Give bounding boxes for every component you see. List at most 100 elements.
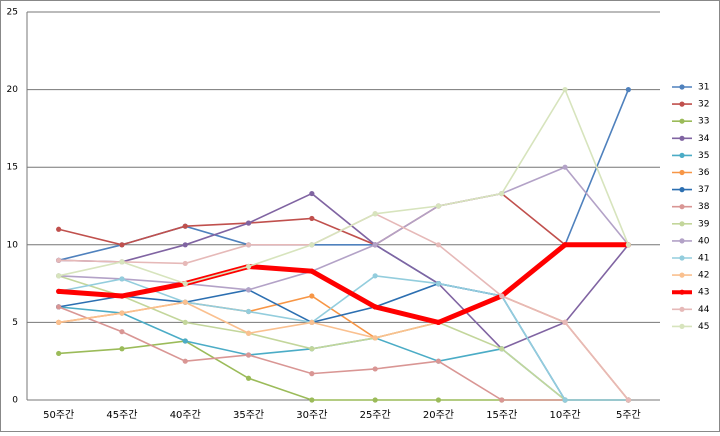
data-point xyxy=(309,242,315,248)
legend-label: 40 xyxy=(698,236,710,246)
legend-label: 31 xyxy=(698,83,709,93)
legend-marker xyxy=(679,255,685,261)
data-point xyxy=(562,242,568,248)
legend-label: 34 xyxy=(698,134,710,144)
data-point xyxy=(56,273,62,279)
data-point xyxy=(182,338,188,344)
data-point xyxy=(182,281,188,287)
data-point xyxy=(625,397,631,403)
legend-marker xyxy=(679,323,685,329)
legend-label: 38 xyxy=(698,202,710,212)
data-point xyxy=(309,268,315,274)
y-tick-label: 20 xyxy=(7,85,19,95)
x-tick-label: 45주간 xyxy=(106,409,137,421)
y-tick-label: 25 xyxy=(7,8,18,18)
data-point xyxy=(182,299,188,305)
data-point xyxy=(435,203,442,209)
legend-marker xyxy=(679,289,685,295)
data-point xyxy=(245,308,252,315)
legend-label: 32 xyxy=(698,100,709,110)
series-line xyxy=(58,242,629,326)
legend-label: 37 xyxy=(698,185,709,195)
legend-marker xyxy=(679,204,685,210)
series-line xyxy=(58,275,629,401)
y-tick-label: 15 xyxy=(7,163,18,173)
x-tick-label: 35주간 xyxy=(233,409,264,421)
data-point xyxy=(499,190,505,197)
data-point xyxy=(562,164,568,170)
data-point xyxy=(499,346,505,352)
series-line xyxy=(58,192,629,350)
legend-marker xyxy=(679,84,685,90)
data-point xyxy=(56,304,62,310)
data-point xyxy=(309,346,315,352)
x-tick-label: 40주간 xyxy=(170,409,201,421)
data-point xyxy=(182,242,188,248)
legend-marker xyxy=(679,272,685,278)
data-point xyxy=(435,242,442,248)
series-line xyxy=(58,306,629,401)
data-point xyxy=(499,293,505,299)
data-point xyxy=(309,215,315,222)
data-point xyxy=(182,223,188,229)
data-point xyxy=(119,242,125,248)
data-point xyxy=(119,259,125,265)
data-point xyxy=(372,242,378,248)
x-tick-label: 5주간 xyxy=(616,409,641,421)
data-point xyxy=(119,310,125,316)
data-point xyxy=(245,242,252,248)
data-point xyxy=(56,288,62,294)
legend-label: 41 xyxy=(698,254,709,264)
data-point xyxy=(625,242,631,248)
data-point xyxy=(245,263,252,270)
data-point xyxy=(309,371,315,377)
legend-marker xyxy=(679,187,685,193)
data-point xyxy=(435,319,442,325)
data-point xyxy=(372,273,378,279)
x-tick-label: 30주간 xyxy=(296,409,327,421)
data-point xyxy=(56,226,62,232)
data-point xyxy=(245,375,252,381)
data-point xyxy=(372,211,378,217)
data-point xyxy=(309,293,315,299)
legend-label: 35 xyxy=(698,151,709,161)
data-point xyxy=(245,352,252,358)
data-point xyxy=(245,287,252,293)
x-tick-label: 15주간 xyxy=(486,409,517,421)
data-point xyxy=(372,366,378,372)
data-point xyxy=(562,319,568,325)
legend-label: 44 xyxy=(698,305,710,315)
data-point xyxy=(625,87,631,93)
data-point xyxy=(309,397,315,403)
legend-label: 39 xyxy=(698,219,710,229)
series-line xyxy=(58,87,630,285)
data-point xyxy=(245,220,252,226)
data-point xyxy=(119,276,125,282)
data-point xyxy=(182,319,188,325)
x-tick-label: 20주간 xyxy=(423,409,454,421)
series-line xyxy=(58,192,629,246)
data-point xyxy=(309,190,315,197)
legend-label: 36 xyxy=(698,168,710,178)
legend-marker xyxy=(679,135,685,141)
data-point xyxy=(372,397,378,403)
legend-label: 42 xyxy=(698,271,709,281)
data-point xyxy=(245,330,252,336)
x-tick-label: 25주간 xyxy=(360,409,391,421)
data-point xyxy=(562,87,568,93)
y-tick-label: 0 xyxy=(12,396,18,406)
legend-marker xyxy=(679,238,685,244)
series-line xyxy=(58,166,629,291)
data-point xyxy=(56,257,62,263)
data-point xyxy=(372,304,378,310)
data-point xyxy=(182,358,188,364)
legend-label: 33 xyxy=(698,117,709,127)
data-point xyxy=(435,358,442,364)
data-point xyxy=(499,397,505,403)
data-point xyxy=(372,335,378,341)
y-tick-label: 5 xyxy=(12,318,18,328)
data-point xyxy=(56,319,62,325)
data-point xyxy=(119,329,125,335)
data-point xyxy=(182,260,188,267)
